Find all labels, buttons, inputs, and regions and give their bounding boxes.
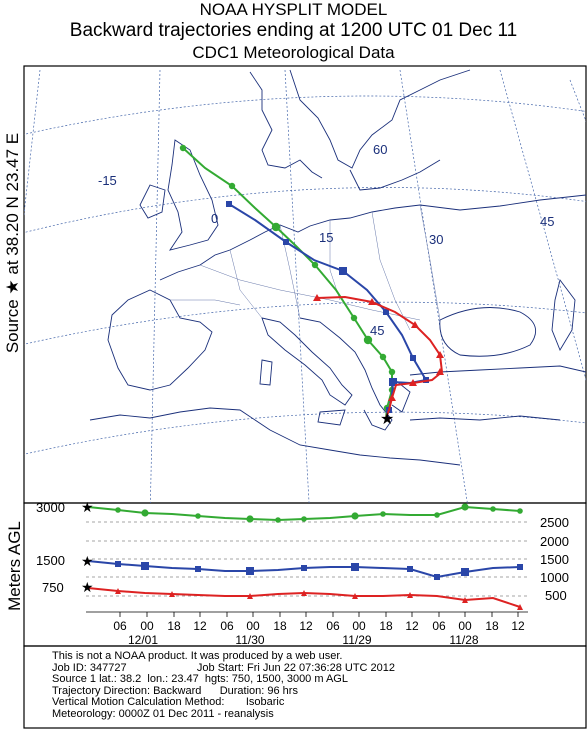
height-tick-label: 500 (545, 588, 567, 603)
grid-label-lon: -15 (98, 173, 117, 188)
hour-tick: 12 (405, 619, 419, 633)
date-label: 11/28 (449, 633, 478, 647)
profile-left-labels: 3000 1500 750 (36, 500, 65, 595)
grid-label-lat: 45 (370, 323, 384, 338)
time-axis-ticks (119, 612, 519, 617)
date-label: 12/01 (128, 633, 158, 647)
profile-height-label: 3000 (36, 500, 65, 515)
footer-meteorology-line: Meteorology: 0000Z 01 Dec 2011 - reanaly… (52, 707, 274, 720)
hour-tick: 12 (299, 619, 313, 633)
date-label: 11/29 (342, 633, 371, 647)
hour-tick: 12 (511, 619, 525, 633)
graticule (24, 69, 586, 503)
hour-tick: 06 (113, 619, 127, 633)
profile-right-ticks: 2500 2000 1500 1000 500 (540, 515, 569, 603)
map-frame (23, 65, 587, 504)
date-label: 11/30 (235, 633, 264, 647)
grid-label-lon: 45 (540, 214, 554, 229)
coastlines (89, 69, 586, 466)
hour-tick: 12 (193, 619, 207, 633)
start-star-icon: ★ (81, 499, 94, 515)
hour-tick: 00 (140, 619, 154, 633)
footer-direction-line: Trajectory Direction: Backward Duration:… (52, 684, 298, 697)
meteorology-source-title: CDC1 Meteorological Data (192, 43, 395, 62)
hour-tick: 06 (220, 619, 234, 633)
hour-tick: 18 (485, 619, 499, 633)
trajectory-3000m (179, 144, 396, 419)
footer-job-line: Job ID: 347727 Job Start: Fri Jun 22 07:… (52, 661, 396, 674)
profile-height-label: 750 (42, 580, 64, 595)
trajectory-750m (313, 294, 444, 419)
start-star-icon: ★ (81, 553, 94, 569)
height-gridlines (86, 521, 528, 597)
footer-vertical-motion-line: Vertical Motion Calculation Method: Isob… (52, 696, 285, 709)
footer-disclaimer: This is not a NOAA product. It was produ… (52, 650, 343, 662)
date-labels: 12/01 11/30 11/29 11/28 (128, 633, 479, 647)
profile-height-label: 1500 (36, 553, 65, 568)
hour-tick: 00 (246, 619, 260, 633)
europe-map: -15 0 15 30 45 60 45 (24, 69, 586, 503)
grid-label-lat: 60 (373, 142, 387, 157)
footer-source-line: Source 1 lat.: 38.2 lon.: 23.47 hgts: 75… (52, 673, 348, 686)
height-tick-label: 2500 (540, 515, 569, 530)
hour-tick: 00 (352, 619, 366, 633)
vertical-profile: 3000 1500 750 2500 2000 1500 1000 500 (36, 499, 569, 647)
height-tick-label: 2000 (540, 534, 569, 549)
profile-750m (87, 587, 523, 610)
trajectory-subtitle: Backward trajectories ending at 1200 UTC… (69, 20, 518, 41)
model-title: NOAA HYSPLIT MODEL (199, 0, 388, 19)
hour-tick: 18 (167, 619, 181, 633)
footer-info: This is not a NOAA product. It was produ… (52, 650, 396, 721)
grid-labels: -15 0 15 30 45 60 45 (98, 142, 554, 338)
start-star-icon: ★ (81, 579, 94, 595)
grid-label-lon: 0 (211, 211, 218, 226)
footer-frame (23, 645, 587, 729)
hour-tick: 18 (273, 619, 287, 633)
hour-tick: 06 (326, 619, 340, 633)
hour-tick: 00 (458, 619, 472, 633)
grid-label-lon: 15 (319, 230, 333, 245)
borders (170, 204, 441, 331)
source-star-icon: ★ (380, 411, 394, 428)
height-tick-label: 1000 (540, 570, 569, 585)
grid-label-lon: 30 (429, 232, 443, 247)
height-tick-label: 1500 (540, 552, 569, 567)
hour-tick-labels: 06 00 18 12 06 00 18 12 06 00 18 12 06 0… (113, 619, 525, 633)
profile-1500m (87, 560, 523, 580)
hour-tick: 18 (379, 619, 393, 633)
hour-tick: 06 (432, 619, 446, 633)
profile-3000m (87, 503, 523, 523)
